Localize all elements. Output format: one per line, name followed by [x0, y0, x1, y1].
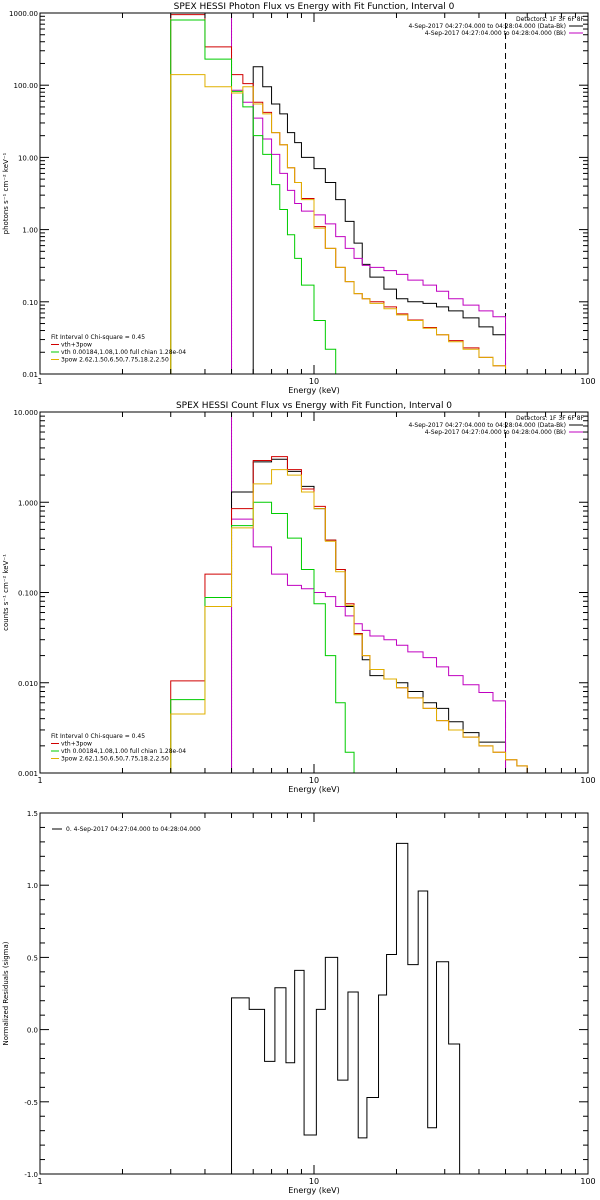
y-tick-label: 1.00: [22, 227, 38, 235]
chart-title: SPEX HESSI Photon Flux vs Energy with Fi…: [174, 2, 455, 12]
header-line-2: 4-Sep-2017 04:27:04.000 to 04:28:04.000 …: [425, 429, 566, 436]
chart-panel-2: 1 10 100 Energy (keV) -1.0 -0.5 0.0 0.5 1.0 1.5 No…: [2, 810, 596, 1195]
x-tick-label: 100: [580, 776, 595, 785]
x-tick-label: 10: [309, 377, 319, 386]
y-tick-label: 1000.00: [9, 10, 38, 18]
x-axis-label: Energy (keV): [288, 785, 340, 794]
y-tick-label: 0.001: [18, 770, 38, 778]
legend-entry-1: vth+3pow: [61, 741, 92, 748]
x-tick-label: 10: [309, 776, 319, 785]
x-tick-label: 100: [580, 377, 595, 386]
header-line-1: 4-Sep-2017 04:27:04.000 to 04:28:04.000 …: [408, 23, 566, 30]
series-4-line: [170, 74, 507, 374]
series-0-line: [231, 842, 461, 1174]
x-tick-label: 1: [37, 377, 42, 386]
legend-entry-1: vth+3pow: [61, 342, 92, 349]
series-4-line: [170, 469, 537, 773]
header-line-0: Detectors: 1F 3F 6F 8F: [516, 16, 585, 23]
y-axis-label: counts s⁻¹ cm⁻² keV⁻¹: [2, 554, 10, 631]
series-3-line: [170, 501, 355, 773]
y-tick-label: 0.5: [27, 954, 38, 962]
series-0-line: [252, 66, 507, 374]
y-tick-label: 0.01: [22, 371, 38, 379]
legend-entry-2: vth 0.00184,1.08,1.00 full chian 1.28e-0…: [61, 349, 186, 356]
series-2-line: [170, 14, 507, 374]
legend-entry-0: 0. 4-Sep-2017 04:27:04.000 to 04:28:04.0…: [66, 826, 201, 833]
series-1-line: [231, 89, 507, 374]
series-1-line: [231, 518, 507, 773]
x-tick-label: 10: [309, 1177, 319, 1186]
y-tick-label: 1.000: [18, 499, 38, 507]
chart-panel-0: SPEX HESSI Photon Flux vs Energy with Fi…: [2, 2, 596, 395]
y-tick-label: 10.000: [14, 409, 39, 417]
legend-entry-3: 3pow 2.62,1.50,6.50,7.75,18.2,2.50: [61, 357, 169, 364]
x-axis-label: Energy (keV): [288, 1186, 340, 1195]
series-0-line: [231, 458, 507, 773]
y-tick-label: 0.0: [27, 1027, 38, 1035]
y-axis-label: photons s⁻¹ cm⁻² keV⁻¹: [2, 152, 10, 234]
legend-entry-0: Fit Interval 0 Chi-square = 0.45: [51, 733, 145, 740]
legend-entry-0: Fit Interval 0 Chi-square = 0.45: [51, 334, 145, 341]
y-tick-label: 0.10: [22, 299, 38, 307]
x-axis-label: Energy (keV): [288, 386, 340, 395]
plot-frame: [39, 812, 589, 1175]
header-line-0: Detectors: 1F 3F 6F 8F: [516, 415, 585, 422]
y-tick-label: -1.0: [24, 1171, 38, 1179]
chart-title: SPEX HESSI Count Flux vs Energy with Fit…: [176, 401, 452, 411]
y-tick-label: 0.100: [18, 590, 38, 598]
y-axis-label: Normalized Residuals (sigma): [2, 941, 10, 1045]
header-line-1: 4-Sep-2017 04:27:04.000 to 04:28:04.000 …: [408, 422, 566, 429]
legend-entry-3: 3pow 2.62,1.50,6.50,7.75,18.2,2.50: [61, 756, 169, 763]
series-3-line: [170, 19, 337, 374]
y-tick-label: 10.00: [18, 154, 38, 162]
chart-panel-1: SPEX HESSI Count Flux vs Energy with Fit…: [2, 401, 596, 794]
x-tick-label: 1: [37, 1177, 42, 1186]
y-tick-label: 1.5: [27, 810, 38, 818]
y-tick-label: -0.5: [24, 1099, 38, 1107]
header-line-2: 4-Sep-2017 04:27:04.000 to 04:28:04.000 …: [425, 30, 566, 37]
y-tick-label: 1.0: [27, 882, 38, 890]
y-tick-label: 0.010: [18, 680, 38, 688]
y-tick-label: 100.00: [14, 82, 39, 90]
x-tick-label: 100: [580, 1177, 595, 1186]
legend-entry-2: vth 0.00184,1.08,1.00 full chian 1.28e-0…: [61, 748, 186, 755]
x-tick-label: 1: [37, 776, 42, 785]
